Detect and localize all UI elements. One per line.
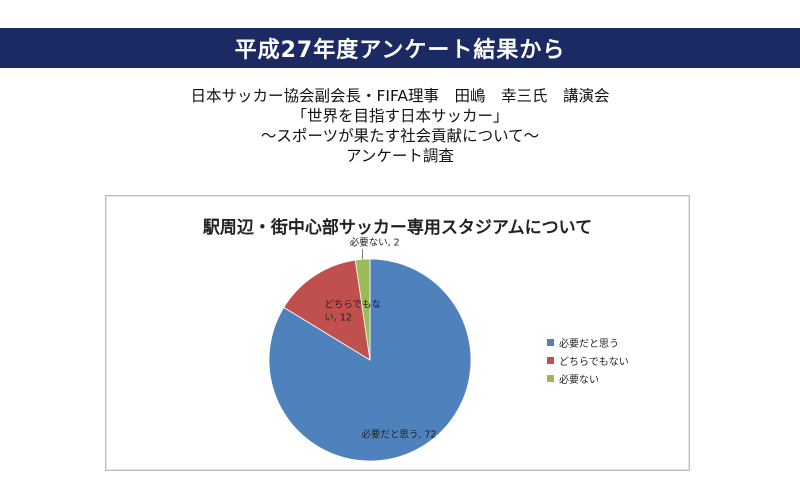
chart-title: 駅周辺・街中心部サッカー専用スタジアムについて xyxy=(202,218,593,238)
subtitle-line-2: 「世界を目指す日本サッカー」 xyxy=(291,107,509,125)
legend-swatch-unnecessary xyxy=(547,374,554,382)
header-banner: 平成27年度アンケート結果から xyxy=(0,28,800,68)
subtitle-line-1: 日本サッカー協会副会長・FIFA理事 田嶋 幸三氏 講演会 xyxy=(190,87,610,105)
subtitle-line-4: アンケート調査 xyxy=(346,147,454,165)
data-label-neutral: どちらでもない, 12 xyxy=(324,300,381,324)
legend-item-unnecessary: 必要ない xyxy=(547,369,629,387)
legend-swatch-necessary xyxy=(547,338,554,346)
legend-label-neutral: どちらでもない xyxy=(559,356,629,368)
subtitle-line-3: ～スポーツが果たす社会貢献について～ xyxy=(260,127,540,145)
legend-item-necessary: 必要だと思う xyxy=(547,333,629,351)
pie-chart: 必要だと思う, 72 どちらでもない, 12 必要ない, 2 xyxy=(268,236,472,462)
legend-label-unnecessary: 必要ない xyxy=(559,374,599,386)
legend-item-neutral: どちらでもない xyxy=(547,351,629,369)
data-label-necessary: 必要だと思う, 72 xyxy=(361,429,436,441)
data-label-unnecessary: 必要ない, 2 xyxy=(350,236,400,248)
chart-legend: 必要だと思う どちらでもない 必要ない xyxy=(547,333,629,387)
page-title: 平成27年度アンケート結果から xyxy=(234,38,566,63)
pie-slice-neutral xyxy=(283,259,371,361)
legend-label-necessary: 必要だと思う xyxy=(559,338,619,350)
subtitle-block: 日本サッカー協会副会長・FIFA理事 田嶋 幸三氏 講演会 「世界を目指す日本サ… xyxy=(0,86,800,166)
legend-swatch-neutral xyxy=(547,356,554,364)
chart-frame: 駅周辺・街中心部サッカー専用スタジアムについて 必要だと思う, 72 どちらでもな… xyxy=(105,195,690,471)
